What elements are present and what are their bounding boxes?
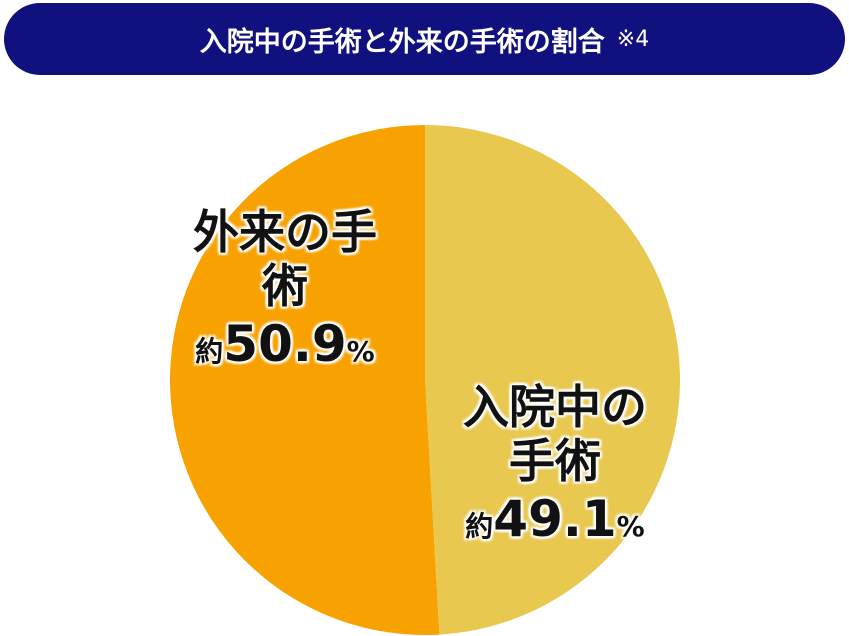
category-label: 外来の手術 [192, 205, 377, 313]
title: 入院中の手術と外来の手術の割合 [199, 26, 605, 58]
value-label: 約50.9% [195, 315, 375, 373]
slice-label: 入院中の手術 約49.1% [425, 380, 685, 558]
pie-slice [425, 124, 681, 635]
title-bar: 入院中の手術と外来の手術の割合 ※4 [4, 3, 845, 75]
category-label: 入院中の手術 [462, 380, 647, 488]
value-label: 約49.1% [465, 490, 645, 548]
pie-slice [170, 125, 440, 635]
note: ※4 [616, 26, 650, 52]
slice-label: 外来の手術 約50.9% [155, 205, 415, 383]
